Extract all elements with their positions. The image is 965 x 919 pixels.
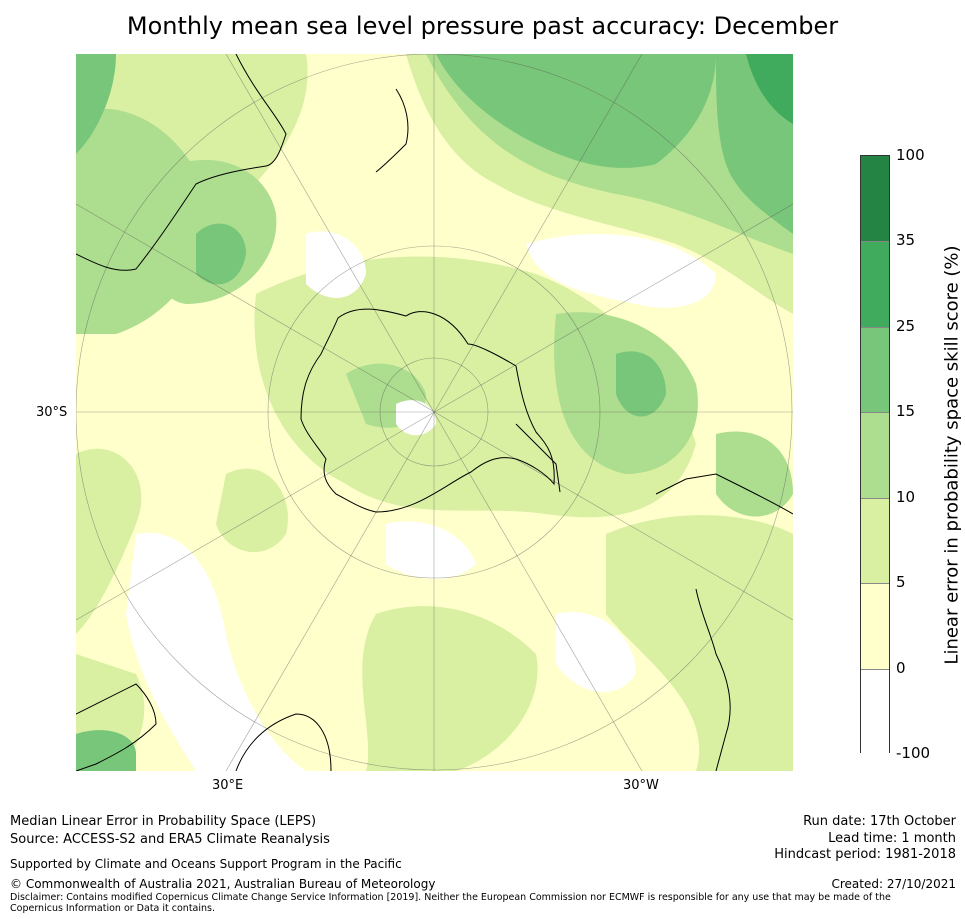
colorbar-tick-label: 100 bbox=[896, 146, 925, 164]
created-date: Created: 27/10/2021 bbox=[831, 877, 956, 891]
map-panel bbox=[76, 54, 793, 771]
chart-title: Monthly mean sea level pressure past acc… bbox=[126, 12, 839, 40]
lead-time: Lead time: 1 month bbox=[828, 831, 956, 846]
colorbar-segment bbox=[861, 241, 889, 328]
colorbar bbox=[860, 155, 890, 755]
footer-copyright: © Commonwealth of Australia 2021, Austra… bbox=[10, 877, 436, 891]
run-date: Run date: 17th October bbox=[803, 814, 956, 829]
footer-support: Supported by Climate and Oceans Support … bbox=[10, 857, 402, 871]
meridian bbox=[225, 54, 643, 771]
skill-field-white bbox=[126, 231, 716, 771]
footer-leps: Median Linear Error in Probability Space… bbox=[10, 814, 317, 829]
coastlines bbox=[76, 54, 793, 771]
colorbar-tick-label: 35 bbox=[896, 231, 916, 250]
colorbar-segment bbox=[861, 156, 889, 242]
skill-field-deep-green bbox=[746, 54, 793, 124]
graticule bbox=[76, 54, 793, 771]
lon-label-30w: 30°W bbox=[623, 778, 659, 793]
colorbar-segment bbox=[861, 497, 889, 585]
colorbar-segment bbox=[861, 583, 889, 670]
hindcast-period: Hindcast period: 1981-2018 bbox=[774, 847, 956, 862]
colorbar-tick-label: 5 bbox=[896, 573, 906, 592]
colorbar-tick-label: 10 bbox=[896, 487, 916, 506]
colorbar-segment bbox=[861, 326, 889, 414]
south-africa-coastline bbox=[76, 683, 332, 771]
lat-label-30s: 30°S bbox=[36, 405, 68, 420]
lon-label-30e: 30°E bbox=[212, 778, 244, 793]
colorbar-segment bbox=[861, 412, 889, 499]
colorbar-label: Linear error in probability space skill … bbox=[941, 245, 963, 665]
antarctic-peninsula bbox=[515, 423, 561, 493]
colorbar-tick-label: 25 bbox=[896, 316, 916, 335]
footer-source: Source: ACCESS-S2 and ERA5 Climate Reana… bbox=[10, 832, 330, 847]
south-america-coastline bbox=[655, 473, 793, 771]
colorbar-tick-label: -100 bbox=[896, 744, 931, 762]
colorbar-segment bbox=[861, 668, 889, 755]
colorbar-tick-label: 0 bbox=[896, 658, 906, 677]
footer-disclaimer: Disclaimer: Contains modified Copernicus… bbox=[10, 892, 891, 914]
colorbar-tick-label: 15 bbox=[896, 402, 916, 421]
australia-coastline bbox=[76, 54, 287, 271]
new-zealand bbox=[375, 88, 409, 173]
antarctica-coastline bbox=[300, 308, 555, 513]
